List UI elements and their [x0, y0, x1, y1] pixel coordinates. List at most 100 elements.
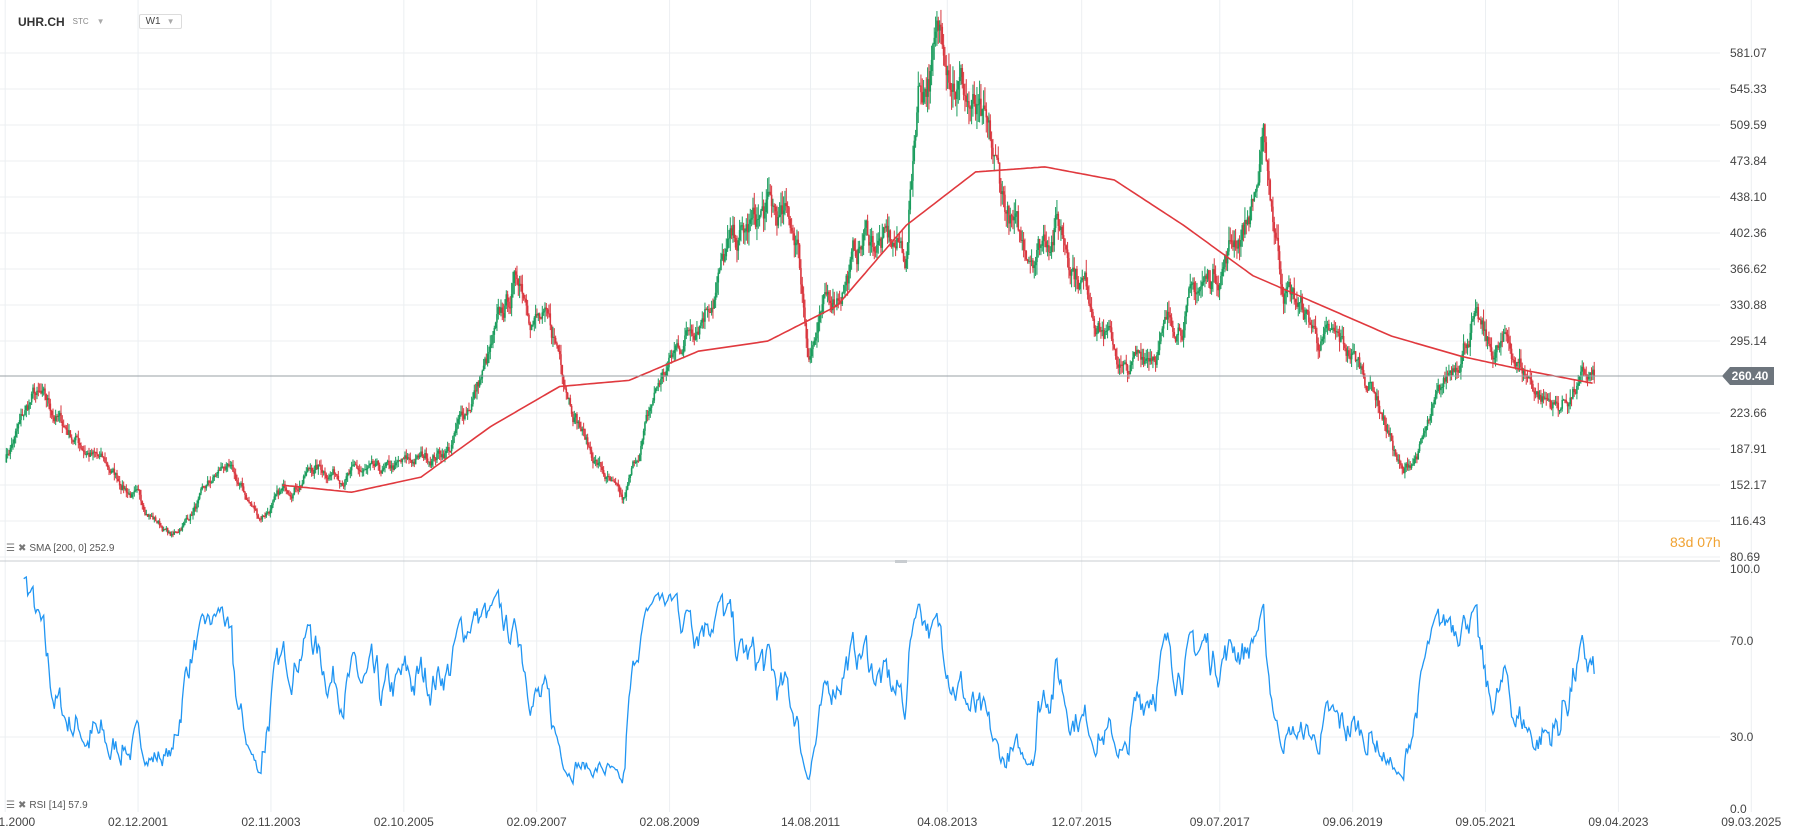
time-tick-label: 02.10.2005 — [374, 815, 434, 829]
candle-body — [249, 502, 252, 504]
candle-body — [1292, 288, 1294, 294]
candle-body — [494, 322, 497, 328]
candle-body — [1057, 213, 1060, 226]
candle-body — [256, 509, 258, 516]
candle-body — [554, 337, 557, 343]
candle-body — [1406, 463, 1409, 468]
candle-body — [1090, 307, 1093, 312]
candle-body — [45, 394, 48, 400]
candle-body — [485, 358, 488, 364]
candle-body — [993, 155, 996, 157]
candle-body — [465, 413, 468, 415]
candle-body — [936, 20, 938, 32]
candle-body — [650, 405, 653, 408]
candle-body — [220, 466, 222, 471]
close-icon[interactable]: ✖ — [17, 800, 27, 811]
candle-body — [177, 532, 180, 534]
sma-indicator-label[interactable]: ☰ ✖ SMA [200, 0] 252.9 — [6, 543, 114, 554]
candle-body — [498, 307, 501, 313]
candle-body — [709, 312, 712, 314]
candle-body — [1106, 330, 1109, 332]
candle-body — [1120, 364, 1122, 366]
close-icon[interactable]: ✖ — [17, 543, 27, 554]
candle-body — [78, 443, 81, 446]
candle-body — [610, 480, 613, 482]
candle-body — [600, 462, 602, 468]
candle-body — [537, 313, 540, 316]
time-tick-label: 09.06.2019 — [1323, 815, 1383, 829]
candle-body — [1189, 284, 1192, 289]
symbol-label[interactable]: UHR.CH — [18, 14, 65, 29]
candle-body — [742, 225, 745, 233]
candle-body — [150, 515, 153, 517]
candle-body — [1376, 396, 1378, 401]
candle-body — [792, 230, 794, 234]
candle-body — [696, 331, 698, 335]
candle-body — [478, 380, 481, 387]
candle-body — [968, 101, 970, 108]
candle-body — [1330, 328, 1333, 330]
candle-body — [1528, 377, 1530, 379]
panel-resize-handle[interactable] — [895, 560, 907, 563]
list-icon[interactable]: ☰ — [6, 543, 15, 554]
candle-body — [793, 233, 796, 246]
candle-body — [1553, 402, 1556, 404]
candle-body — [1074, 268, 1077, 280]
candle-body — [352, 464, 354, 467]
candle-body — [133, 490, 136, 493]
candle-body — [204, 486, 206, 489]
candle-body — [1317, 343, 1320, 351]
candle-body — [1033, 265, 1036, 269]
rsi-indicator-label[interactable]: ☰ ✖ RSI [14] 57.9 — [6, 800, 88, 811]
candle-body — [6, 453, 9, 455]
candle-body — [348, 473, 350, 475]
candle-body — [96, 452, 98, 455]
candle-body — [538, 313, 541, 319]
candle-body — [694, 334, 697, 340]
candle-body — [1405, 463, 1408, 468]
chart-toolbar: UHR.CH STC ▼ W1 ▼ — [18, 14, 182, 29]
candle-body — [1364, 376, 1366, 386]
candle-body — [1076, 268, 1078, 280]
candle-body — [1394, 449, 1397, 455]
candle-body — [329, 475, 332, 477]
candle-body — [468, 409, 470, 411]
candle-body — [1477, 307, 1480, 320]
candle-body — [370, 461, 373, 464]
candle-body — [601, 467, 604, 471]
candle-body — [932, 44, 934, 60]
candle-body — [266, 512, 269, 514]
candle-body — [53, 417, 56, 422]
candle-body — [82, 450, 85, 452]
candle-body — [1265, 142, 1268, 161]
candle-body — [905, 258, 908, 269]
candle-body — [1112, 338, 1114, 345]
candle-body — [317, 464, 320, 470]
candle-body — [594, 460, 597, 462]
candle-body — [1560, 408, 1562, 411]
candle-body — [1318, 350, 1321, 352]
candle-body — [276, 490, 278, 495]
candle-body — [108, 467, 110, 471]
candle-body — [1242, 225, 1245, 235]
candle-body — [1592, 369, 1594, 375]
candle-body — [342, 485, 345, 487]
candle-body — [1517, 362, 1520, 364]
candle-body — [784, 203, 786, 211]
candle-body — [1396, 454, 1398, 461]
candle-body — [1577, 383, 1580, 386]
candle-body — [353, 464, 356, 466]
candle-body — [850, 251, 853, 260]
candle-body — [320, 465, 322, 470]
timeframe-select[interactable]: W1 ▼ — [138, 14, 182, 29]
candle-body — [642, 430, 645, 440]
candle-body — [825, 292, 828, 295]
symbol-chevron-down-icon[interactable]: ▼ — [96, 17, 105, 26]
candle-body — [728, 238, 730, 240]
candle-body — [1225, 255, 1228, 264]
candle-body — [1304, 313, 1306, 320]
candle-body — [1377, 396, 1380, 406]
candle-body — [996, 155, 998, 158]
list-icon[interactable]: ☰ — [6, 800, 15, 811]
